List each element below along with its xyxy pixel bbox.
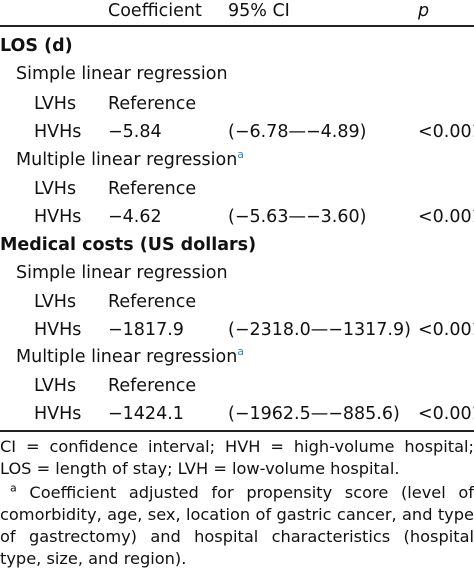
group-label: LVHs [34,94,77,114]
coefficient-cell: Reference [108,179,197,199]
coefficient-cell: Reference [108,94,197,114]
coefficient-cell: −1424.1 [108,404,184,424]
method-label: Multiple linear regressiona [16,342,244,372]
coefficient-cell: Reference [108,292,197,312]
ci-cell: (−5.63—−3.60) [228,207,367,227]
p-cell: <0.001 [418,404,474,424]
coefficient-cell: −5.84 [108,122,162,142]
table-row: LVHs Reference [0,174,474,204]
header-ci: 95% CI [228,1,290,21]
footnote-a: a Coefficient adjusted for propensity sc… [0,482,474,570]
table-row: Multiple linear regressiona [0,145,474,175]
group-label: LVHs [34,292,77,312]
header-rule [0,25,474,27]
footnote-marker: a [237,148,245,162]
footnote-a-marker: a [10,481,17,495]
ci-cell: (−2318.0—−1317.9) [228,320,411,340]
header-p: p [418,1,430,21]
p-cell: <0.001 [418,122,474,142]
group-label: LVHs [34,376,77,396]
group-label: HVHs [34,404,82,424]
p-cell: <0.001 [418,320,474,340]
table-row: Multiple linear regressiona [0,342,474,372]
table-row: Simple linear regression [0,59,474,89]
footnote-abbreviations: CI = confidence interval; HVH = high-vol… [0,436,474,480]
bottom-rule [0,430,474,432]
method-label-text: Multiple linear regression [16,347,238,367]
table-row: LVHs Reference [0,287,474,317]
table-row: LVHs Reference [0,371,474,401]
header-coefficient: Coefficient [108,1,202,21]
section-row: LOS (d) [0,31,474,61]
footnote-a-text: Coefficient adjusted for propensity scor… [0,483,474,568]
section-label: Medical costs (US dollars) [0,235,257,255]
coefficient-cell: Reference [108,376,197,396]
method-label-text: Multiple linear regression [16,150,238,170]
table-row: HVHs −1817.9 (−2318.0—−1317.9) <0.001 [0,315,474,345]
method-label: Simple linear regression [16,263,228,283]
section-row: Medical costs (US dollars) [0,230,474,260]
table-row: Simple linear regression [0,258,474,288]
ci-cell: (−6.78—−4.89) [228,122,367,142]
p-cell: <0.001 [418,207,474,227]
table-header: Coefficient 95% CI p [0,0,474,26]
method-label: Simple linear regression [16,64,228,84]
table-row: HVHs −4.62 (−5.63—−3.60) <0.001 [0,202,474,232]
ci-cell: (−1962.5—−885.6) [228,404,400,424]
group-label: HVHs [34,320,82,340]
footnote-marker: a [237,345,245,359]
group-label: LVHs [34,179,77,199]
coefficient-cell: −4.62 [108,207,162,227]
table-row: LVHs Reference [0,89,474,119]
group-label: HVHs [34,207,82,227]
method-label: Multiple linear regressiona [16,145,244,175]
group-label: HVHs [34,122,82,142]
footnote-abbrev-text: CI = confidence interval; HVH = high-vol… [0,437,474,478]
coefficient-cell: −1817.9 [108,320,184,340]
table-row: HVHs −1424.1 (−1962.5—−885.6) <0.001 [0,399,474,429]
section-label: LOS (d) [0,36,73,56]
table-row: HVHs −5.84 (−6.78—−4.89) <0.001 [0,117,474,147]
